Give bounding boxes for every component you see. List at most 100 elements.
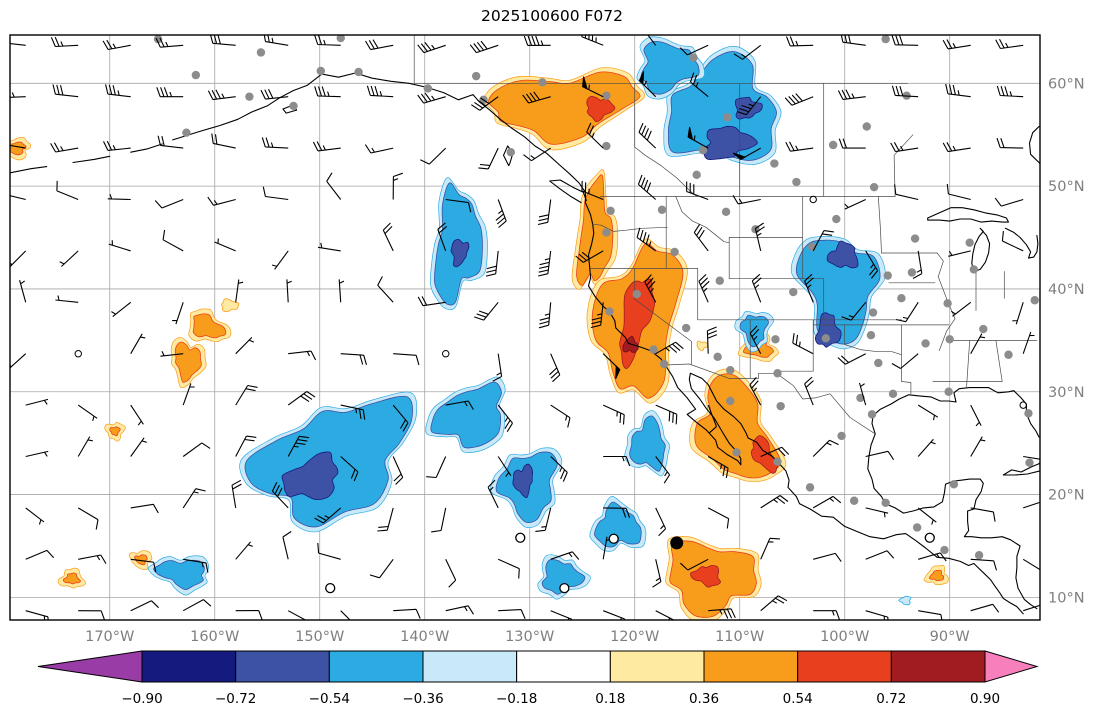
lon-tick-label: 110°W bbox=[715, 629, 764, 645]
station-dot bbox=[944, 387, 953, 396]
colorbar-label: −0.18 bbox=[496, 691, 537, 707]
wind-barb bbox=[156, 87, 184, 98]
wind-barb bbox=[602, 404, 625, 425]
wind-barb bbox=[287, 435, 310, 457]
station-dot bbox=[832, 214, 841, 224]
border-path bbox=[592, 223, 668, 232]
wind-barb bbox=[995, 38, 1024, 50]
station-dot bbox=[949, 480, 959, 489]
coastline-path bbox=[10, 166, 48, 174]
station-dot bbox=[866, 331, 876, 340]
colorbar-segment bbox=[328, 650, 424, 683]
station-dot bbox=[689, 53, 698, 62]
wind-barb bbox=[426, 456, 447, 479]
anomaly-region bbox=[109, 426, 121, 437]
wind-barb bbox=[550, 551, 580, 560]
wind-barb bbox=[581, 180, 604, 201]
calm-wind-circle bbox=[442, 350, 450, 358]
wind-barb bbox=[804, 273, 814, 303]
wind-barb bbox=[445, 198, 472, 213]
wind-barb bbox=[130, 558, 157, 573]
station-dot bbox=[1004, 350, 1013, 359]
colorbar-segment bbox=[797, 650, 892, 683]
wind-barb bbox=[478, 147, 499, 170]
wind-barbs-layer bbox=[10, 35, 1040, 620]
wind-barb bbox=[970, 333, 986, 354]
wind-barb bbox=[917, 438, 936, 457]
wind-barb bbox=[10, 39, 26, 46]
lat-tick-label: 10°N bbox=[1048, 590, 1085, 606]
colorbar-label: −0.72 bbox=[215, 691, 256, 707]
station-dot bbox=[602, 141, 611, 151]
lon-tick-label: 120°W bbox=[610, 629, 659, 645]
wind-barb bbox=[314, 86, 341, 98]
wind-barb bbox=[157, 135, 184, 149]
wind-barb bbox=[760, 537, 780, 560]
wind-barb bbox=[105, 84, 131, 98]
wind-barb bbox=[214, 238, 236, 252]
wind-barb bbox=[680, 558, 709, 571]
station-dot bbox=[316, 66, 325, 76]
wind-barb bbox=[445, 559, 457, 588]
border-path bbox=[893, 134, 914, 197]
lat-tick-label: 50°N bbox=[1048, 179, 1085, 195]
anomaly-region bbox=[174, 341, 202, 383]
wind-barb bbox=[162, 229, 184, 252]
station-dot bbox=[770, 159, 779, 168]
wind-barb bbox=[338, 279, 345, 303]
station-dot bbox=[657, 205, 667, 214]
station-dot bbox=[874, 358, 883, 368]
wind-barb bbox=[365, 39, 394, 51]
wind-barb bbox=[25, 398, 49, 406]
wind-barb bbox=[1023, 501, 1040, 509]
wind-barb bbox=[314, 507, 342, 524]
wind-barb bbox=[1012, 302, 1024, 325]
station-dot bbox=[945, 335, 954, 344]
station-dot bbox=[828, 140, 838, 150]
wind-barb bbox=[340, 456, 359, 482]
station-dot bbox=[726, 396, 735, 406]
wind-barb bbox=[25, 507, 45, 525]
station-dot bbox=[943, 299, 952, 308]
wind-barb bbox=[235, 609, 263, 620]
wind-barb bbox=[865, 507, 889, 518]
wind-barb bbox=[813, 610, 841, 620]
coastline-path bbox=[549, 179, 587, 204]
colorbar-label: −0.90 bbox=[121, 691, 162, 707]
wind-barb bbox=[644, 274, 657, 303]
colorbar-label: −0.54 bbox=[309, 691, 350, 707]
highlight-dot bbox=[670, 536, 684, 550]
wind-barb bbox=[732, 195, 761, 205]
wind-barb bbox=[417, 296, 446, 307]
coastline-path bbox=[971, 227, 991, 273]
calm-marker-circle bbox=[608, 533, 619, 544]
wind-barb bbox=[679, 44, 709, 56]
wind-barb bbox=[754, 222, 765, 252]
colorbar-label: 0.54 bbox=[783, 691, 813, 707]
anomaly-region bbox=[281, 451, 339, 501]
wind-barb bbox=[538, 250, 552, 277]
wind-barb bbox=[235, 279, 244, 303]
wind-barb bbox=[271, 482, 289, 509]
anomaly-region bbox=[134, 554, 148, 566]
wind-barb bbox=[282, 531, 292, 560]
wind-barb bbox=[154, 198, 184, 209]
station-dot bbox=[153, 35, 163, 44]
colorbar-segment bbox=[609, 650, 705, 683]
wind-barb bbox=[445, 605, 474, 615]
wind-barb bbox=[891, 35, 919, 46]
anomaly-region bbox=[928, 569, 945, 582]
station-dot bbox=[867, 410, 877, 419]
wind-barb bbox=[160, 351, 184, 357]
wind-barb bbox=[263, 35, 289, 46]
wind-barb bbox=[837, 353, 866, 365]
wind-barb bbox=[103, 140, 131, 151]
wind-barb bbox=[996, 137, 1024, 149]
station-dot bbox=[336, 35, 345, 43]
wind-barb bbox=[366, 85, 394, 98]
wind-barb bbox=[1001, 231, 1024, 252]
lat-tick-label: 20°N bbox=[1048, 488, 1085, 504]
wind-barb bbox=[891, 85, 919, 98]
wind-barb bbox=[655, 610, 675, 620]
